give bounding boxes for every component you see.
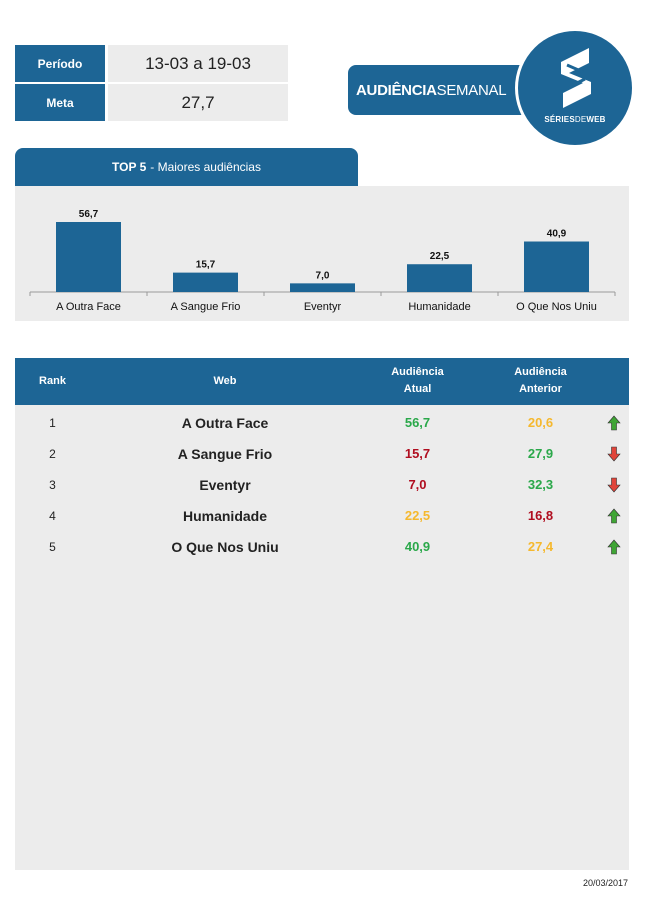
weekly-audience-banner: AUDIÊNCIA SEMANAL <box>348 65 548 115</box>
trend-up-arrow-icon <box>603 407 625 438</box>
x-tick-label: A Outra Face <box>56 301 121 313</box>
bar-value-label: 7,0 <box>316 270 330 281</box>
footer-date: 20/03/2017 <box>582 878 628 888</box>
row-previous-audience: 20,6 <box>527 415 554 430</box>
s-logo-icon <box>561 48 591 108</box>
row-rank: 5 <box>49 539 56 554</box>
period-value: 13-03 a 19-03 <box>108 45 288 82</box>
row-current-audience: 22,5 <box>404 508 431 523</box>
bar-a-sangue-frio <box>173 272 238 292</box>
table-row: 2 A Sangue Frio 15,7 27,9 <box>15 438 629 469</box>
trend-up-arrow-icon <box>603 500 625 531</box>
table-row: 1 A Outra Face 56,7 20,6 <box>15 407 629 438</box>
bar-value-label: 56,7 <box>79 209 99 220</box>
series-de-web-logo: SÉRIESDEWEB <box>515 28 635 148</box>
row-rank: 2 <box>49 446 56 461</box>
bar-value-label: 40,9 <box>547 229 567 240</box>
table-row: 4 Humanidade 22,5 16,8 <box>15 500 629 531</box>
banner-title-light: SEMANAL <box>436 81 507 99</box>
trend-down-arrow-icon <box>603 469 625 500</box>
x-tick-label: Humanidade <box>408 301 470 313</box>
row-previous-audience: 27,4 <box>527 539 554 554</box>
bar-o-que-nos-uniu <box>524 241 589 292</box>
bar-eventyr <box>290 283 355 292</box>
table-row: 3 Eventyr 7,0 32,3 <box>15 469 629 500</box>
trend-up-arrow-icon <box>603 531 625 562</box>
period-label: Período <box>15 45 105 82</box>
header-previous: Audiência Anterior <box>514 366 567 395</box>
chart-title-rest: - Maiores audiências <box>150 160 261 174</box>
trend-down-arrow-icon <box>603 438 625 469</box>
row-previous-audience: 27,9 <box>527 446 554 461</box>
row-rank: 4 <box>49 508 56 523</box>
row-rank: 1 <box>49 415 56 430</box>
x-tick-label: O Que Nos Uniu <box>516 301 597 313</box>
table-row: 5 O Que Nos Uniu 40,9 27,4 <box>15 531 629 562</box>
row-current-audience: 40,9 <box>404 539 431 554</box>
row-web-title: A Sangue Frio <box>177 445 273 462</box>
chart-title-bold: TOP 5 <box>112 160 147 174</box>
row-current-audience: 7,0 <box>408 477 427 492</box>
bar-value-label: 15,7 <box>196 260 216 271</box>
table-header: Rank Web Audiência Atual Audiência Anterio… <box>15 358 629 405</box>
row-web-title: Eventyr <box>199 476 251 493</box>
header-rank: Rank <box>39 375 66 387</box>
bar-humanidade <box>407 264 472 292</box>
audience-bar-chart: 56,7 A Outra Face 15,7 A Sangue Frio 7,0 Even… <box>29 209 616 313</box>
bar-a-outra-face <box>56 222 121 292</box>
row-rank: 3 <box>49 477 56 492</box>
bar-value-label: 22,5 <box>430 251 450 262</box>
row-web-title: Humanidade <box>182 507 267 524</box>
row-current-audience: 15,7 <box>404 446 431 461</box>
row-current-audience: 56,7 <box>404 415 431 430</box>
goal-value: 27,7 <box>108 84 288 121</box>
goal-label: Meta <box>15 84 105 121</box>
chart-panel: 56,7 A Outra Face 15,7 A Sangue Frio 7,0 Even… <box>15 186 629 321</box>
row-web-title: O Que Nos Uniu <box>171 538 279 555</box>
chart-title: TOP 5 - Maiores audiências <box>15 148 358 186</box>
header-web: Web <box>213 375 237 387</box>
x-tick-label: Eventyr <box>304 301 342 313</box>
x-tick-label: A Sangue Frio <box>171 301 241 313</box>
logo-wordmark: SÉRIESDEWEB <box>544 115 606 124</box>
row-previous-audience: 32,3 <box>527 477 554 492</box>
row-previous-audience: 16,8 <box>527 508 554 523</box>
banner-title-bold: AUDIÊNCIA <box>356 81 437 99</box>
header-current: Audiência Atual <box>391 366 444 395</box>
row-web-title: A Outra Face <box>181 414 269 431</box>
